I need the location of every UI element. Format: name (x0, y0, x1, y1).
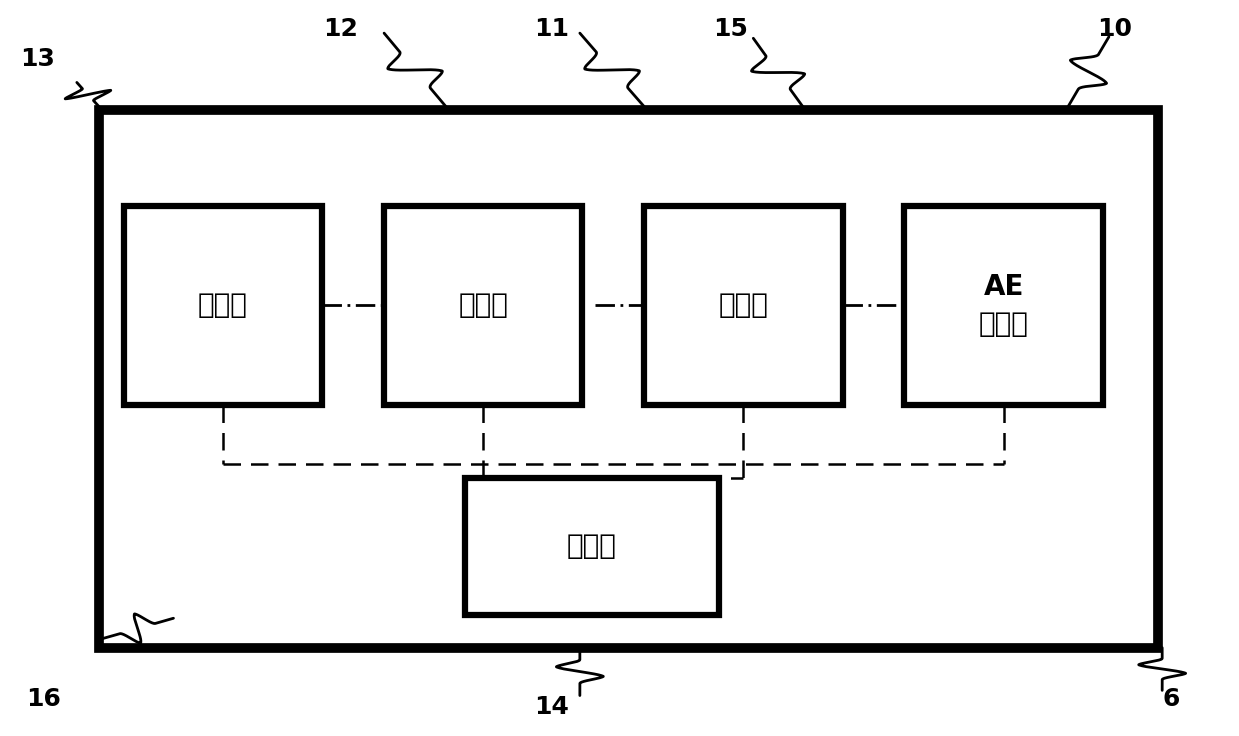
Text: AE
传感器: AE 传感器 (979, 273, 1028, 338)
Text: 6: 6 (1162, 687, 1180, 711)
Text: 运算部: 运算部 (719, 291, 768, 319)
Text: 12: 12 (323, 18, 358, 41)
Text: 13: 13 (20, 47, 55, 71)
Text: 14: 14 (534, 695, 569, 718)
Bar (904, 206, 1103, 405)
Text: 辨别部: 辨别部 (458, 291, 508, 319)
Bar (465, 478, 719, 615)
Text: 15: 15 (714, 18, 748, 41)
Bar (384, 206, 582, 405)
Bar (99, 110, 1158, 648)
Text: 电源部: 电源部 (566, 532, 617, 561)
Bar (124, 206, 322, 405)
Text: 通信部: 通信部 (198, 291, 248, 319)
Text: 11: 11 (534, 18, 569, 41)
Text: 10: 10 (1098, 18, 1132, 41)
Text: 16: 16 (26, 687, 61, 711)
Bar (644, 206, 843, 405)
